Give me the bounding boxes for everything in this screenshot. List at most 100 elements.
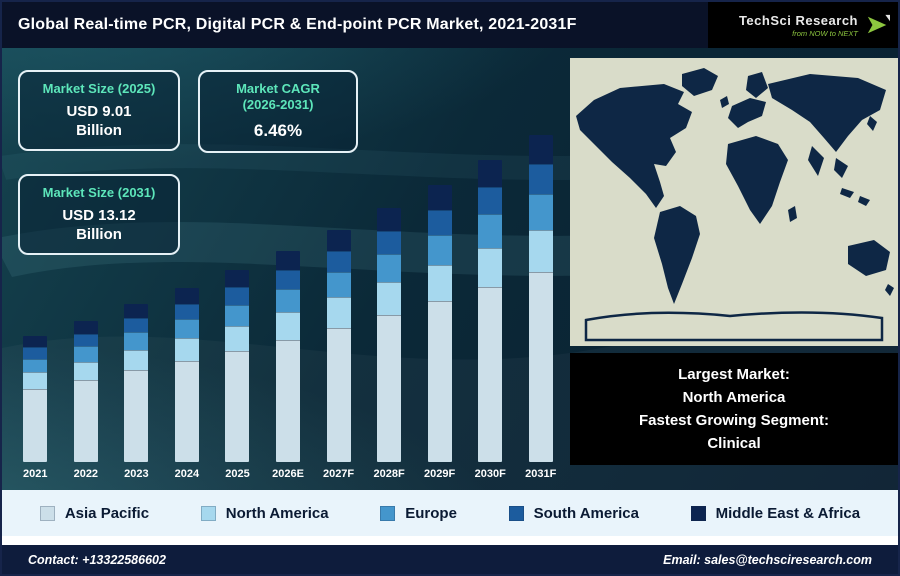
bar-column: 2025 (212, 82, 263, 482)
segment-south-america (427, 209, 452, 235)
bar-column: 2028F (364, 82, 415, 482)
segment-north-america (326, 297, 351, 328)
bar-2027F (326, 230, 351, 462)
stat-unit: Billion (76, 122, 122, 140)
bar-2028F (377, 208, 402, 462)
legend-item: South America (508, 504, 639, 522)
segment-south-america (174, 303, 199, 320)
stat-box-market-cagr: Market CAGR (2026-2031) 6.46% (198, 70, 358, 153)
segment-asia-pacific (174, 360, 199, 462)
segment-europe (326, 271, 351, 298)
segment-south-america (377, 230, 402, 254)
bar-2024 (174, 288, 199, 462)
segment-europe (124, 332, 149, 350)
bar-column: 2024 (162, 82, 213, 482)
legend-swatch (508, 505, 524, 521)
header: Global Real-time PCR, Digital PCR & End-… (2, 2, 898, 48)
x-axis-label: 2030F (474, 468, 506, 480)
segment-north-america (23, 372, 48, 389)
stat-box-market-size-2031: Market Size (2031) USD 13.12 Billion (18, 174, 180, 256)
segment-asia-pacific (478, 286, 503, 462)
logo-name: TechSci Research (738, 12, 858, 28)
logo-tagline: from NOW to NEXT (792, 28, 858, 38)
segment-middle-east-africa (528, 135, 553, 165)
segment-asia-pacific (23, 388, 48, 462)
techsci-logo: TechSci Research from NOW to NEXT (708, 2, 898, 48)
segment-north-america (174, 338, 199, 361)
segment-asia-pacific (73, 380, 98, 462)
x-axis-label: 2026E (272, 468, 304, 480)
bar-2030F (478, 160, 503, 462)
segment-north-america (528, 229, 553, 273)
segment-south-america (73, 333, 98, 347)
segment-south-america (23, 347, 48, 359)
segment-south-america (276, 269, 300, 289)
caption-line: Fastest Growing Segment: (638, 412, 830, 429)
legend-item: North America (200, 504, 329, 522)
legend-swatch (200, 505, 216, 521)
bar-column: 2022 (61, 82, 112, 482)
x-axis-label: 2025 (225, 468, 250, 480)
segment-europe (276, 288, 300, 313)
segment-middle-east-africa (377, 208, 402, 231)
footer: Contact: +13322586602 Email: sales@techs… (2, 545, 898, 574)
segment-asia-pacific (225, 350, 250, 462)
legend-swatch (690, 505, 706, 521)
stacked-bar-chart: 2021 2022 2023 2024 2025 2026E 2027F 2028F 2029F… (10, 82, 566, 482)
right-column: Largest Market: North America Fastest Grow… (570, 58, 898, 465)
world-map (570, 58, 898, 346)
x-axis-label: 2023 (124, 468, 149, 480)
x-axis-label: 2024 (174, 468, 200, 480)
x-axis-label: 2031F (525, 468, 557, 480)
bar-2025 (225, 270, 250, 462)
legend-item: Middle East & Africa (690, 504, 861, 522)
segment-asia-pacific (124, 370, 149, 462)
x-axis-label: 2028F (373, 468, 405, 480)
x-axis-label: 2029F (424, 468, 456, 480)
segment-middle-east-africa (276, 251, 300, 270)
legend-label: South America (533, 504, 639, 522)
caption-line: Largest Market: (678, 365, 790, 383)
segment-asia-pacific (326, 327, 351, 462)
legend-swatch (39, 505, 55, 521)
segment-north-america (124, 349, 149, 371)
segment-asia-pacific (276, 339, 300, 462)
segment-middle-east-africa (427, 185, 452, 210)
bar-2022 (73, 321, 98, 462)
bar-column: 2031F (515, 82, 566, 482)
segment-south-america (478, 187, 503, 215)
bar-column: 2026E (263, 82, 314, 482)
bar-column: 2021 (10, 82, 61, 482)
bar-column: 2030F (465, 82, 516, 482)
caption-line: Clinical (707, 435, 761, 453)
legend-label: Europe (405, 504, 457, 522)
legend-item: Asia Pacific (39, 504, 150, 522)
legend-item: Europe (380, 505, 457, 522)
segment-north-america (276, 312, 300, 340)
segment-north-america (478, 247, 503, 287)
segment-europe (225, 304, 250, 326)
world-map-icon (570, 58, 898, 346)
segment-europe (528, 193, 553, 230)
segment-north-america (427, 265, 452, 302)
segment-asia-pacific (377, 314, 402, 462)
legend-label: North America (225, 504, 329, 522)
x-axis-label: 2027F (322, 468, 355, 480)
bar-column: 2027F (313, 82, 364, 482)
legend-label: Asia Pacific (64, 504, 150, 522)
bar-column: 2023 (111, 82, 162, 482)
stat-value: USD 13.12 (62, 207, 136, 225)
footer-email: Email: sales@techsciresearch.com (663, 552, 872, 567)
stat-value: 6.46% (253, 120, 303, 140)
segment-asia-pacific (528, 272, 553, 462)
segment-south-america (528, 164, 553, 194)
bar-2021 (23, 336, 48, 462)
segment-south-america (326, 250, 351, 272)
logo-arrow-icon (867, 14, 890, 34)
segment-asia-pacific (427, 301, 452, 462)
stat-label: Market Size (2025) (42, 81, 156, 96)
map-caption: Largest Market: North America Fastest Grow… (570, 353, 898, 465)
bar-2031F (528, 135, 553, 462)
legend-label: Middle East & Africa (715, 504, 861, 522)
